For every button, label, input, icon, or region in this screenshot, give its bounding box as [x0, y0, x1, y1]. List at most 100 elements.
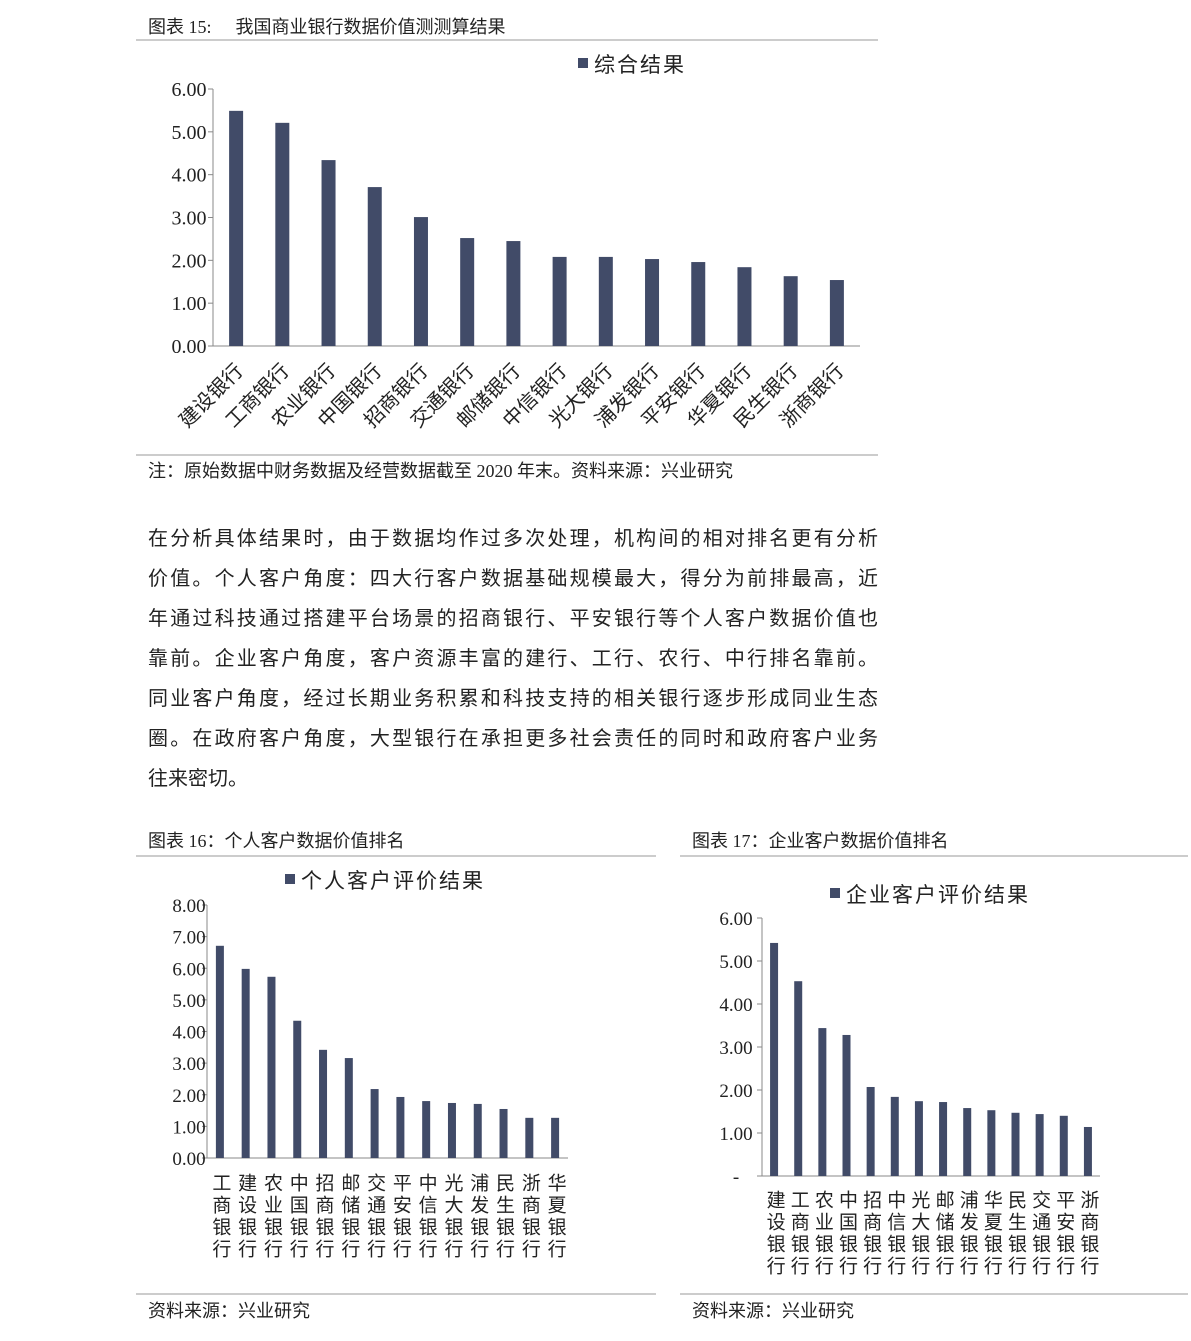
x-tick-label: 建设银行 [764, 1190, 786, 1278]
x-tick-label: 华夏银行 [981, 1190, 1003, 1278]
bar [422, 1101, 431, 1158]
caption-label: 图表 17： [692, 831, 769, 851]
y-tick-label: 4.00 [172, 165, 207, 187]
y-tick-label: 4.00 [719, 995, 752, 1016]
y-tick-label: 3.00 [719, 1038, 752, 1059]
x-tick-label: 农业银行 [812, 1190, 834, 1278]
bar [370, 1089, 379, 1158]
bar [691, 262, 706, 346]
y-tick-label: 6.00 [172, 959, 205, 980]
legend-swatch [285, 874, 295, 884]
caption-title: 个人客户数据价值排名 [225, 831, 405, 851]
y-tick-label: 1.00 [719, 1124, 752, 1145]
x-tick-label: 光大银行 [441, 1173, 463, 1261]
legend-swatch [830, 888, 840, 898]
y-tick-label: 2.00 [719, 1081, 752, 1102]
paragraph-line: 同业客户角度，经过长期业务积累和科技支持的相关银行逐步形成同业生态 [148, 687, 878, 710]
bar [321, 160, 336, 346]
y-tick-label: 5.00 [172, 991, 205, 1012]
bar [783, 276, 798, 346]
bar [396, 1096, 405, 1158]
y-tick-label: 5.00 [172, 122, 207, 144]
bar [770, 942, 779, 1176]
bar [1083, 1126, 1092, 1176]
x-tick-label: 浙商银行 [1077, 1190, 1099, 1278]
bar [1059, 1115, 1068, 1176]
x-tick-label: 民生银行 [1005, 1190, 1027, 1278]
y-tick-label: 1.00 [172, 293, 207, 315]
bar [645, 259, 660, 346]
x-tick-label: 中国银行 [836, 1190, 858, 1278]
bar [344, 1058, 353, 1158]
bar [737, 267, 752, 346]
y-tick-label: 3.00 [172, 208, 207, 230]
bar [598, 256, 613, 346]
x-tick-label: 交通银行 [1029, 1190, 1051, 1278]
x-tick-label: 浦发银行 [467, 1173, 489, 1261]
legend-label: 企业客户评价结果 [846, 883, 1030, 907]
x-tick-label: 平安银行 [390, 1173, 412, 1261]
y-tick-label: 7.00 [172, 928, 205, 949]
bar [1035, 1114, 1044, 1176]
bar [460, 238, 475, 346]
bar [499, 1108, 508, 1158]
x-tick-label: 浙商银行 [519, 1173, 541, 1261]
source-note: 资料来源：兴业研究 [692, 1301, 854, 1321]
bar [794, 981, 803, 1176]
caption-title: 我国商业银行数据价值测测算结果 [236, 17, 506, 37]
bar [473, 1103, 482, 1158]
caption-title: 企业客户数据价值排名 [769, 831, 949, 851]
bar [963, 1108, 972, 1176]
x-tick-label: 工商银行 [209, 1173, 231, 1261]
x-tick-label: 交通银行 [364, 1173, 386, 1261]
bar [241, 968, 250, 1158]
x-tick-label: 民生银行 [493, 1173, 515, 1261]
y-tick-label: 1.00 [172, 1117, 205, 1138]
bar [987, 1110, 996, 1176]
bar [818, 1028, 827, 1176]
source-note: 注：原始数据中财务数据及经营数据截至 2020 年末。资料来源：兴业研究 [148, 461, 733, 481]
bar [866, 1086, 875, 1176]
x-tick-label: 华夏银行 [545, 1173, 567, 1261]
bar [525, 1117, 534, 1158]
paragraph-line: 圈。在政府客户角度，大型银行在承担更多社会责任的同时和政府客户业务 [148, 727, 878, 750]
y-tick-label: - [733, 1167, 739, 1188]
y-tick-label: 6.00 [719, 909, 752, 930]
paragraph-line: 靠前。企业客户角度，客户资源丰富的建行、工行、农行、中行排名靠前。 [148, 647, 878, 670]
bar [829, 280, 844, 346]
x-tick-label: 平安银行 [1053, 1190, 1075, 1278]
bar [842, 1034, 851, 1176]
x-tick-label: 招商银行 [860, 1190, 882, 1278]
x-tick-label: 农业银行 [261, 1173, 283, 1261]
x-tick-label: 邮储银行 [933, 1190, 955, 1278]
x-tick-label: 工商银行 [788, 1190, 810, 1278]
y-tick-label: 4.00 [172, 1023, 205, 1044]
y-tick-label: 8.00 [172, 896, 205, 917]
bar [229, 110, 244, 346]
x-tick-label: 中信银行 [416, 1173, 438, 1261]
legend-label: 个人客户评价结果 [301, 869, 485, 893]
y-tick-label: 6.00 [172, 79, 207, 101]
y-tick-label: 3.00 [172, 1054, 205, 1075]
paragraph-line: 年通过科技通过搭建平台场景的招商银行、平安银行等个人客户数据价值也 [148, 607, 878, 630]
x-tick-label: 邮储银行 [338, 1173, 360, 1261]
y-tick-label: 5.00 [719, 952, 752, 973]
paragraph-line: 在分析具体结果时，由于数据均作过多次处理，机构间的相对排名更有分析 [148, 527, 878, 550]
bar [552, 256, 567, 346]
y-tick-label: 2.00 [172, 250, 207, 272]
bar [890, 1096, 899, 1176]
bar [914, 1101, 923, 1176]
bar [215, 945, 224, 1158]
x-tick-label: 光大银行 [908, 1190, 930, 1278]
caption-label: 图表 15: [148, 17, 212, 37]
paragraph-line: 往来密切。 [148, 767, 248, 790]
legend-swatch [578, 58, 588, 68]
x-tick-label: 中国银行 [287, 1173, 309, 1261]
x-tick-label: 建设银行 [235, 1173, 257, 1261]
bar [413, 217, 428, 346]
bar [275, 122, 290, 346]
y-tick-label: 2.00 [172, 1086, 205, 1107]
y-tick-label: 0.00 [172, 336, 207, 358]
y-tick-label: 0.00 [172, 1149, 205, 1170]
